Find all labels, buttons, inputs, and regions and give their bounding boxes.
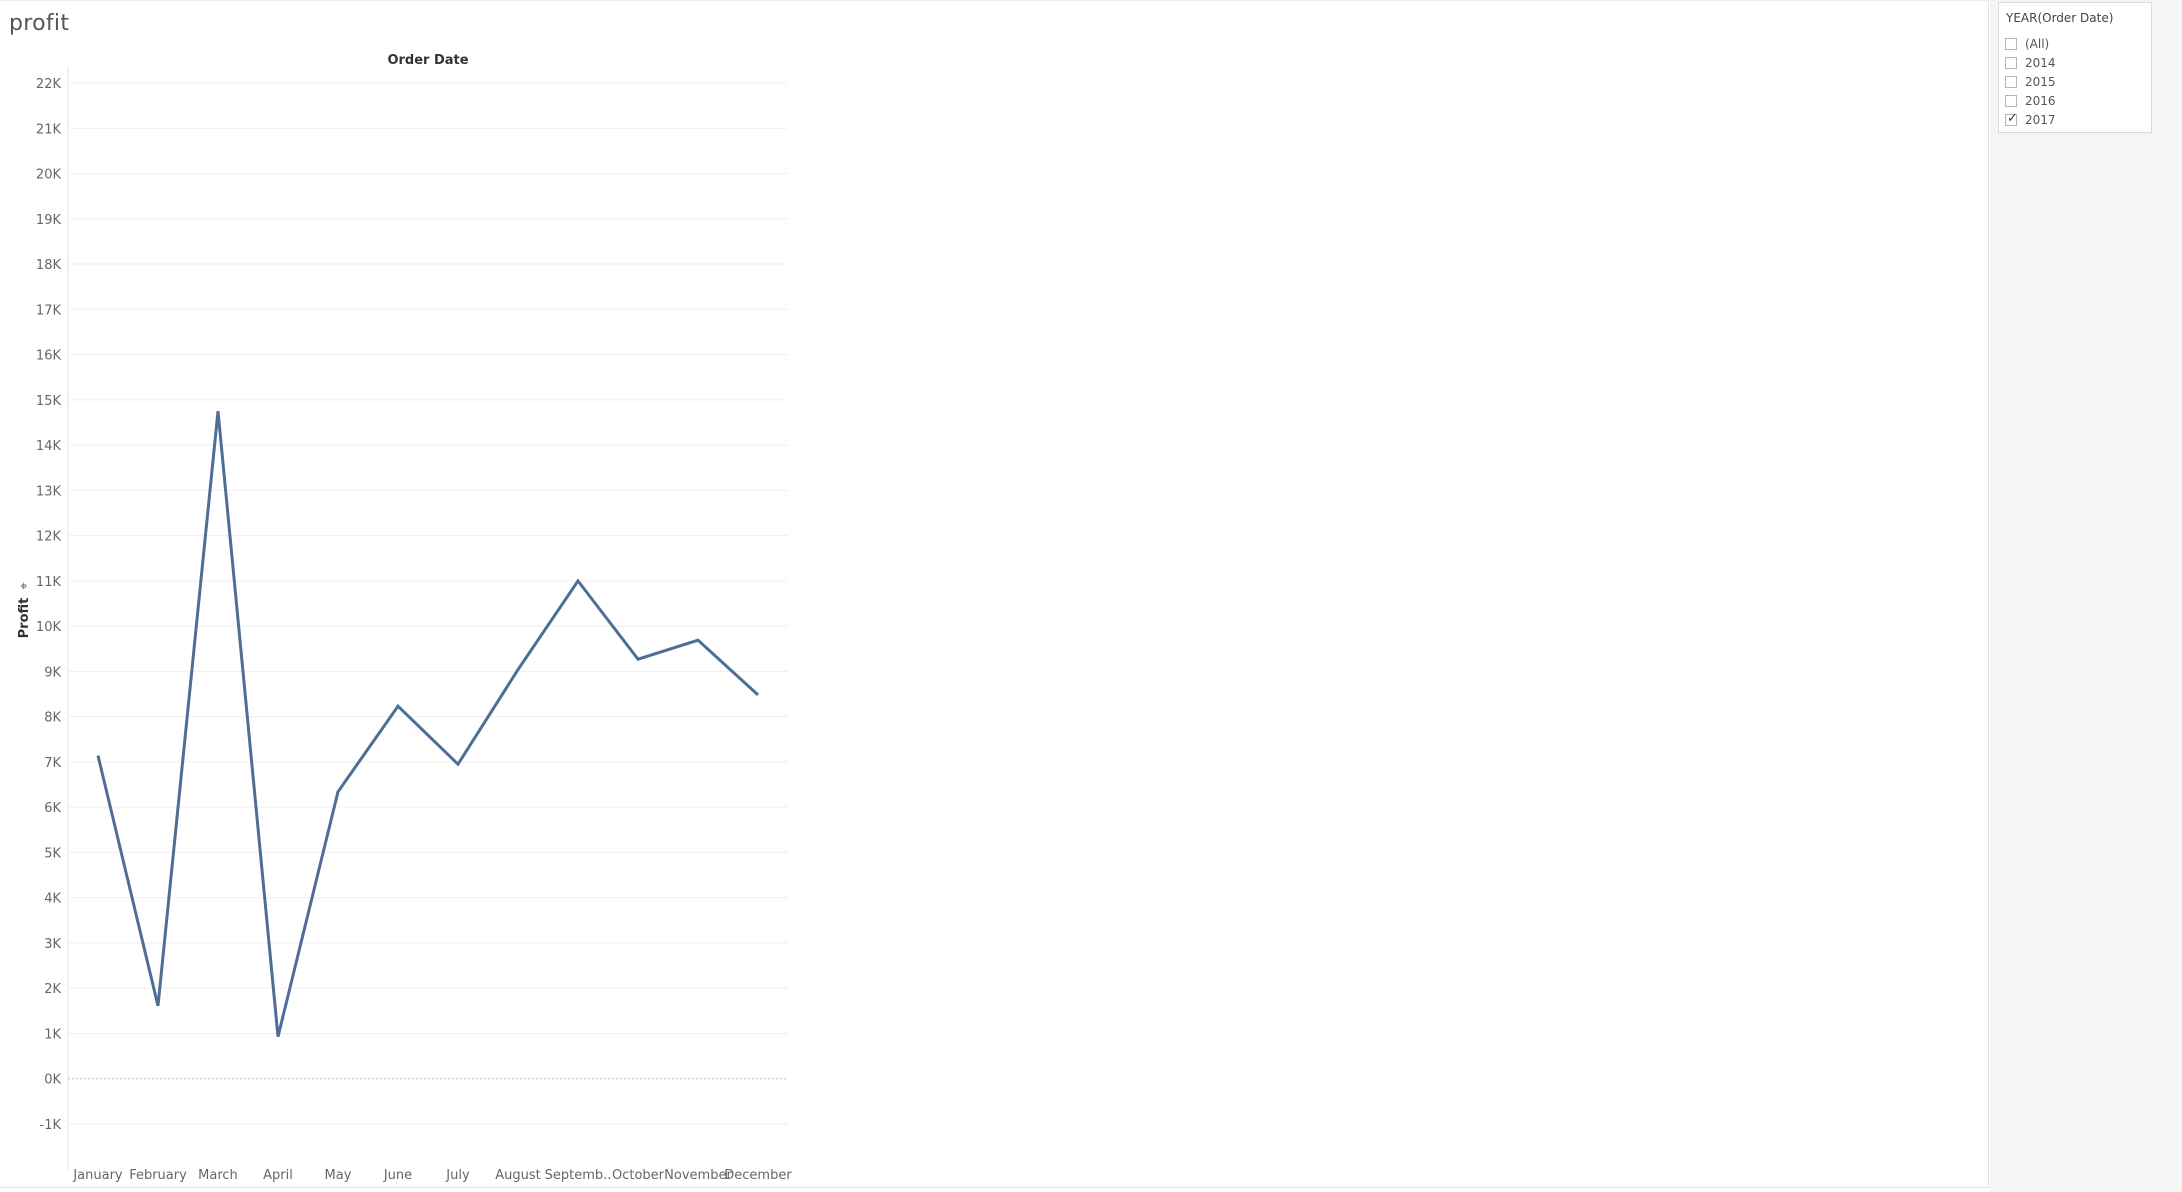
y-tick-label: 11K	[36, 575, 62, 590]
x-tick-label: June	[383, 1168, 412, 1183]
filter-option-2014[interactable]: 2014	[2004, 54, 2144, 73]
filter-option-label: 2014	[2025, 56, 2056, 70]
filter-option-all[interactable]: (All)	[2004, 35, 2144, 54]
checked-checkbox[interactable]: ✓	[2005, 111, 2018, 126]
y-tick-label: 0K	[44, 1073, 61, 1088]
unchecked-checkbox[interactable]	[2005, 38, 2017, 50]
column-header-label: Order Date	[387, 53, 468, 68]
x-tick-label: Septemb..	[545, 1168, 612, 1183]
y-axis-title: Profit	[17, 598, 32, 639]
sheet-title: profit	[9, 11, 70, 36]
y-tick-label: 7K	[44, 756, 61, 771]
data-point-march	[216, 409, 220, 413]
year-filter-card: YEAR(Order Date) (All) 2014 2015 2016 ✓ 2017	[1998, 2, 2152, 133]
x-tick-label: November	[664, 1168, 732, 1183]
x-tick-label: December	[724, 1168, 792, 1183]
x-tick-label: July	[445, 1168, 470, 1183]
x-tick-label: January	[72, 1168, 123, 1183]
data-point-november	[696, 638, 700, 642]
filter-option-label: 2017	[2025, 113, 2056, 127]
y-tick-label: 19K	[36, 213, 62, 228]
unchecked-checkbox[interactable]	[2005, 95, 2017, 107]
y-tick-label: 3K	[44, 937, 61, 952]
y-tick-label: 2K	[44, 982, 61, 997]
y-tick-label: 1K	[44, 1027, 61, 1042]
data-point-october	[636, 657, 640, 661]
filter-title: YEAR(Order Date)	[2006, 11, 2114, 25]
x-tick-label: March	[198, 1168, 238, 1183]
x-tick-label: May	[325, 1168, 352, 1183]
y-tick-label: 8K	[44, 711, 61, 726]
y-tick-label: 21K	[36, 122, 62, 137]
filter-option-label: 2016	[2025, 94, 2056, 108]
x-tick-label: February	[129, 1168, 187, 1183]
pin-icon: ⌖	[17, 582, 32, 590]
worksheet-frame: profit -1K 0K 1K 2K 3K 4K 5K 6K 7K 8K 9K 10K 11K 12K 1…	[0, 0, 1989, 1188]
data-point-december	[756, 693, 760, 697]
unchecked-checkbox[interactable]	[2005, 76, 2017, 88]
y-tick-label: 16K	[36, 349, 62, 364]
filter-options-list: (All) 2014 2015 2016 ✓ 2017	[2004, 35, 2144, 130]
data-point-january	[96, 754, 100, 758]
data-point-septemb	[576, 579, 580, 583]
y-tick-label: 6K	[44, 801, 61, 816]
y-tick-label: 12K	[36, 530, 62, 545]
y-tick-label: 9K	[44, 665, 61, 680]
data-point-june	[396, 704, 400, 708]
y-tick-label: -1K	[40, 1118, 62, 1133]
y-tick-label: 4K	[44, 892, 61, 907]
filter-panel: YEAR(Order Date) (All) 2014 2015 2016 ✓ 2017	[1990, 0, 2182, 1192]
data-point-april	[276, 1035, 280, 1039]
filter-option-label: (All)	[2025, 37, 2050, 51]
y-tick-label: 10K	[36, 620, 62, 635]
data-point-august	[516, 668, 520, 672]
checkmark-icon: ✓	[2007, 111, 2018, 126]
y-tick-label: 22K	[36, 77, 62, 92]
y-tick-label: 18K	[36, 258, 62, 273]
data-point-may	[336, 790, 340, 794]
profit-series-line	[96, 410, 760, 1037]
y-tick-label: 5K	[44, 846, 61, 861]
data-point-july	[456, 762, 460, 766]
data-point-february	[156, 1004, 160, 1008]
filter-option-label: 2015	[2025, 75, 2056, 89]
x-tick-label: August	[495, 1168, 541, 1183]
y-tick-label: 13K	[36, 484, 62, 499]
y-tick-label: 17K	[36, 303, 62, 318]
y-tick-label: 20K	[36, 168, 62, 183]
profit-line-chart: -1K 0K 1K 2K 3K 4K 5K 6K 7K 8K 9K 10K 11K 12K 13K 14K 15…	[17, 53, 792, 1183]
filter-option-2015[interactable]: 2015	[2004, 73, 2144, 92]
filter-option-2017[interactable]: ✓ 2017	[2004, 111, 2144, 130]
y-tick-label: 14K	[36, 439, 62, 454]
unchecked-checkbox[interactable]	[2005, 57, 2017, 69]
filter-option-2016[interactable]: 2016	[2004, 92, 2144, 111]
y-tick-label: 15K	[36, 394, 62, 409]
x-tick-label: April	[263, 1168, 293, 1183]
x-tick-label: October	[612, 1168, 665, 1183]
